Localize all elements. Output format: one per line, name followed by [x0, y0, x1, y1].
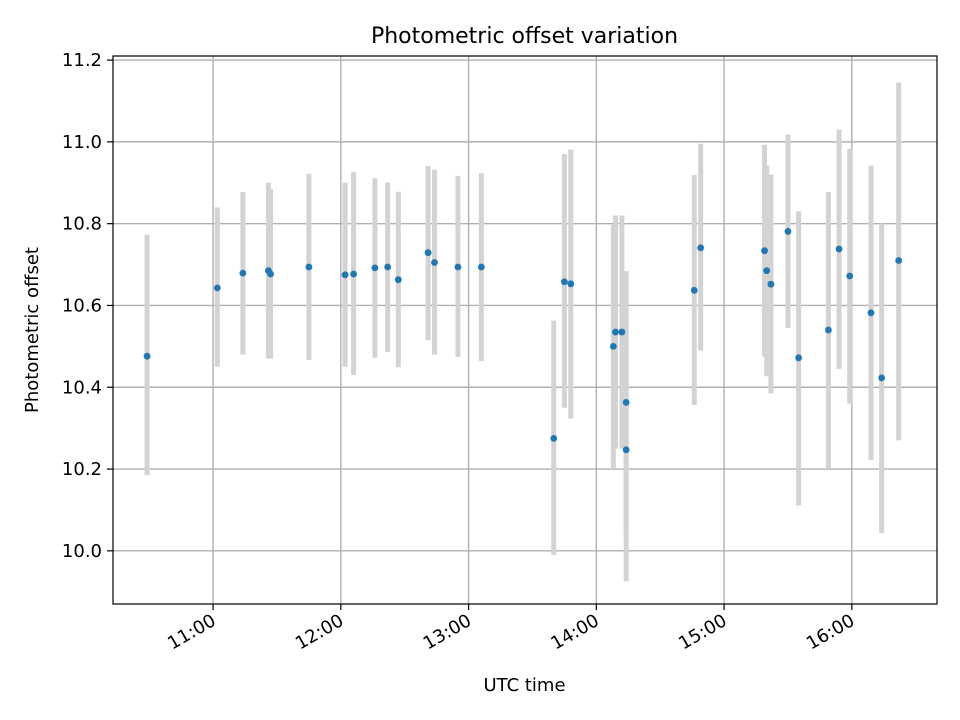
data-point [846, 272, 854, 280]
y-tick-label: 10.4 [62, 377, 102, 398]
data-point [690, 286, 698, 294]
chart-title: Photometric offset variation [371, 24, 678, 49]
y-axis-label: Photometric offset [22, 247, 43, 413]
x-tick-label: 11:00 [164, 610, 219, 654]
data-point [560, 278, 568, 286]
data-point [213, 284, 221, 292]
x-tick-label: 12:00 [292, 610, 347, 654]
data-point [477, 263, 485, 271]
data-points [143, 228, 903, 454]
y-tick-label: 10.6 [62, 295, 102, 316]
y-tick-label: 10.0 [62, 541, 102, 562]
y-axis-ticks: 10.0 10.2 10.4 10.6 10.8 11.0 11.2 [62, 50, 113, 562]
data-point [550, 434, 558, 442]
data-point [618, 328, 626, 336]
data-point [878, 374, 886, 382]
data-point [305, 263, 313, 271]
data-point [394, 276, 402, 284]
x-axis-label: UTC time [483, 675, 565, 696]
data-point [825, 326, 832, 334]
y-tick-label: 11.0 [62, 132, 102, 153]
data-point [895, 257, 903, 264]
y-tick-label: 11.2 [62, 50, 102, 71]
x-tick-label: 16:00 [803, 610, 858, 654]
data-point [767, 280, 775, 288]
data-point [384, 263, 392, 271]
data-point [867, 309, 875, 317]
data-point [431, 259, 438, 266]
data-point [341, 271, 349, 279]
plot-frame [112, 55, 938, 605]
data-point [350, 270, 357, 278]
x-tick-label: 15:00 [675, 610, 730, 654]
data-point [761, 247, 768, 255]
data-point [609, 342, 617, 350]
data-point [267, 270, 274, 278]
y-tick-label: 10.2 [62, 459, 102, 480]
data-point [697, 244, 705, 252]
data-point [143, 352, 151, 360]
data-point [835, 245, 843, 253]
y-tick-label: 10.8 [62, 214, 102, 235]
data-point [622, 446, 630, 454]
error-bars [144, 82, 902, 582]
data-point [239, 269, 247, 277]
data-point [612, 328, 619, 336]
data-point [622, 398, 630, 406]
data-point [784, 228, 792, 235]
data-point [567, 280, 575, 288]
data-point [763, 267, 771, 275]
grid-lines [113, 56, 937, 604]
x-tick-label: 14:00 [547, 610, 602, 654]
data-point [795, 354, 803, 362]
x-tick-label: 13:00 [420, 610, 475, 654]
data-point [424, 249, 432, 257]
data-point [371, 264, 379, 272]
x-axis-ticks: 11:00 12:00 13:00 14:00 15:00 16:00 [164, 604, 858, 654]
data-point [454, 263, 462, 271]
